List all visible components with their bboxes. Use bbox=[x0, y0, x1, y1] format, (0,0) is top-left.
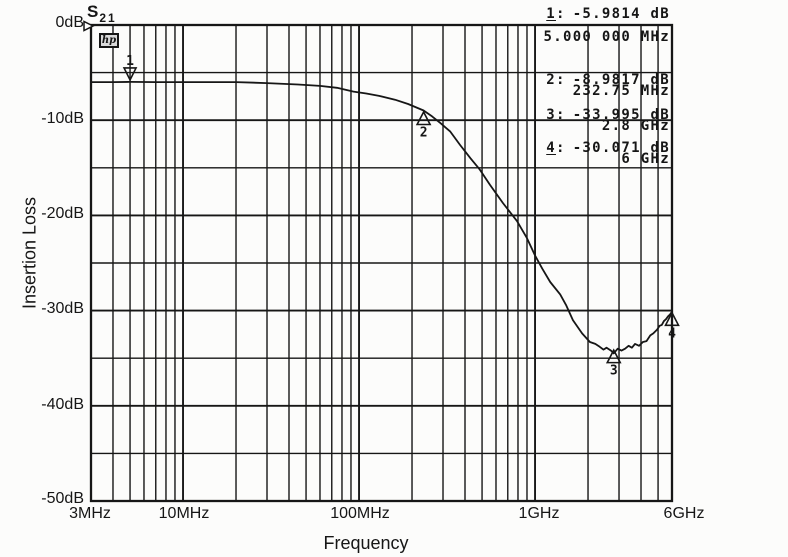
marker4-number: 4 bbox=[546, 140, 556, 156]
marker3-number: 3 bbox=[546, 107, 556, 123]
trace-label-s21: S21 bbox=[87, 2, 117, 25]
y-tick-m10db: -10dB bbox=[41, 110, 84, 127]
x-tick-100mhz: 100MHz bbox=[330, 505, 390, 522]
marker1-value: -5.9814 dB bbox=[572, 6, 670, 22]
marker2-value: -8.9817 dB bbox=[572, 72, 670, 88]
marker-1-triangle-icon bbox=[122, 67, 138, 82]
marker-3-label: 3 bbox=[610, 364, 618, 379]
hp-logo: hp bbox=[99, 33, 119, 48]
y-tick-m20db: -20dB bbox=[41, 205, 84, 222]
marker1-number: 1 bbox=[546, 6, 556, 22]
marker2-freq-readout: 232.75 MHz bbox=[572, 83, 670, 99]
x-tick-1ghz: 1GHz bbox=[518, 505, 560, 522]
trace-label-main: S bbox=[87, 2, 100, 21]
y-axis-title: Insertion Loss bbox=[19, 196, 40, 310]
marker3-value-readout: 3: -33.995 dB bbox=[546, 107, 670, 123]
x-tick-3mhz: 3MHz bbox=[69, 505, 111, 522]
plot-frame bbox=[89, 23, 674, 503]
marker4-value: -30.071 dB bbox=[572, 140, 670, 156]
marker-4-triangle-icon bbox=[664, 311, 680, 327]
y-tick-m40db: -40dB bbox=[41, 396, 84, 413]
marker1-freq-readout: 5.000 000 MHz bbox=[543, 29, 670, 45]
x-axis-title: Frequency bbox=[323, 533, 409, 553]
trace-label-sub: 21 bbox=[99, 11, 117, 25]
x-tick-6ghz: 6GHz bbox=[663, 505, 705, 522]
marker-2-label: 2 bbox=[420, 126, 428, 141]
marker3-freq-readout: 2.8 GHz bbox=[601, 118, 670, 134]
y-tick-m50db: -50dB bbox=[41, 490, 84, 507]
marker-3-triangle-icon bbox=[605, 348, 622, 364]
marker-2-triangle-icon bbox=[415, 110, 432, 126]
marker4-value-readout: 4: -30.071 dB bbox=[546, 140, 670, 156]
marker2-value-readout: 2: -8.9817 dB bbox=[546, 72, 670, 88]
marker2-number: 2 bbox=[546, 72, 556, 88]
x-tick-10mhz: 10MHz bbox=[158, 505, 210, 522]
marker4-freq-readout: 6 GHz bbox=[621, 151, 670, 167]
reference-level-pointer-icon bbox=[83, 20, 95, 32]
marker1-value-readout: 1: -5.9814 dB bbox=[546, 6, 670, 22]
y-tick-0db: 0dB bbox=[55, 14, 84, 31]
marker-4-label: 4 bbox=[668, 326, 676, 341]
marker-1-label: 1 bbox=[126, 54, 134, 69]
s21-trace bbox=[91, 81, 673, 355]
y-tick-m30db: -30dB bbox=[41, 300, 84, 317]
marker3-value: -33.995 dB bbox=[572, 107, 670, 123]
